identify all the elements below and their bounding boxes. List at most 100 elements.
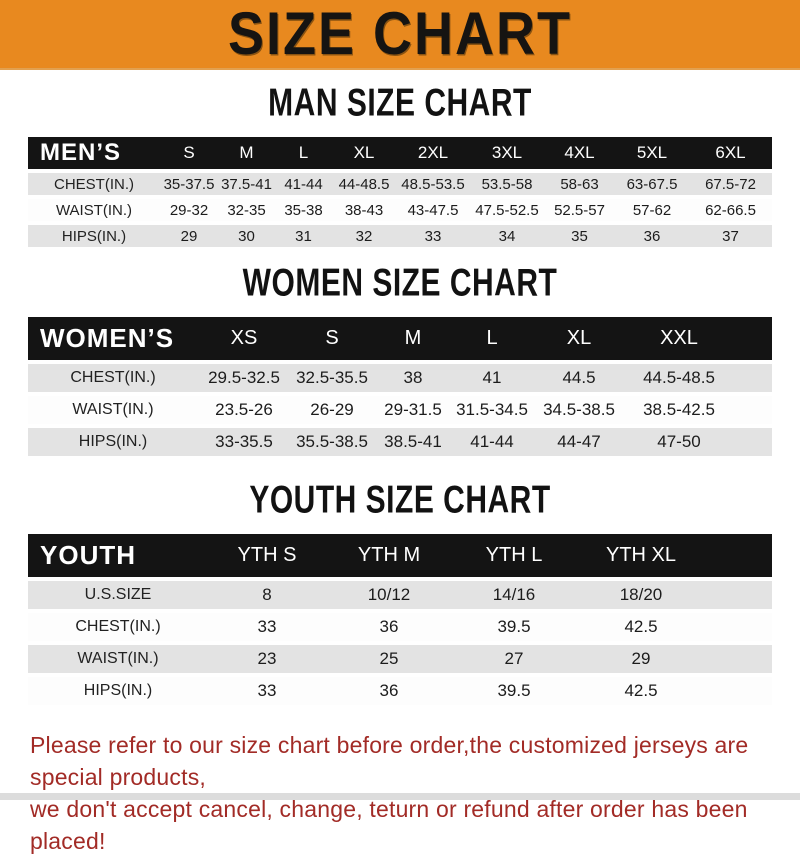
size-cell: 67.5-72 [689,173,772,195]
size-cell: 44-47 [532,428,626,456]
size-cell: 38.5-41 [374,428,452,456]
women-header-row: WOMEN’S XS S M L XL XXL [28,317,772,360]
youth-size-table: YOUTH YTH S YTH M YTH L YTH XL U.S.SIZE 8 10/12… [28,530,772,709]
size-cell: 34.5-38.5 [532,396,626,424]
row-label: U.S.SIZE [28,581,208,609]
cell-filler [732,364,772,392]
size-cell: 37 [689,225,772,247]
size-cell: 38 [374,364,452,392]
table-row: WAIST(IN.) 23.5-26 26-29 29-31.5 31.5-34.5 34… [28,396,772,424]
row-label: HIPS(IN.) [28,677,208,705]
size-cell: 14/16 [452,581,576,609]
table-row: WAIST(IN.) 29-32 32-35 35-38 38-43 43-47.5 47.… [28,199,772,221]
row-label: WAIST(IN.) [28,396,198,424]
size-cell: 32 [332,225,396,247]
size-cell: 29.5-32.5 [198,364,290,392]
women-section-title: WOMEN SIZE CHART [242,261,558,305]
men-group-label: MEN’S [28,137,160,169]
column-header: YTH S [208,534,326,577]
banner: SIZE CHART [0,0,800,70]
size-cell: 39.5 [452,613,576,641]
size-cell: 35-38 [275,199,332,221]
row-label: HIPS(IN.) [28,225,160,247]
cell-filler [706,581,772,609]
cell-filler [732,428,772,456]
size-cell: 26-29 [290,396,374,424]
notice-line1: Please refer to our size chart before or… [30,732,749,790]
size-cell: 62-66.5 [689,199,772,221]
size-cell: 10/12 [326,581,452,609]
header-filler [706,534,772,577]
table-row: CHEST(IN.) 29.5-32.5 32.5-35.5 38 41 44.5 44.5… [28,364,772,392]
table-row: HIPS(IN.) 33-35.5 35.5-38.5 38.5-41 41-44 44-… [28,428,772,456]
size-cell: 52.5-57 [544,199,615,221]
size-cell: 57-62 [615,199,689,221]
cell-filler [706,645,772,673]
cell-filler [706,677,772,705]
size-cell: 38.5-42.5 [626,396,732,424]
column-header: M [218,137,275,169]
men-size-section: MAN SIZE CHART MEN’S S M L XL 2XL 3XL 4XL 5XL 6XL… [0,81,800,251]
size-cell: 38-43 [332,199,396,221]
size-cell: 33 [208,613,326,641]
size-cell: 36 [615,225,689,247]
column-header: YTH L [452,534,576,577]
size-cell: 41-44 [452,428,532,456]
column-header: 3XL [470,137,544,169]
bottom-strip [0,793,800,800]
row-label: CHEST(IN.) [28,364,198,392]
size-cell: 29-32 [160,199,218,221]
table-row: CHEST(IN.) 33 36 39.5 42.5 [28,613,772,641]
column-header: XS [198,317,290,360]
table-row: U.S.SIZE 8 10/12 14/16 18/20 [28,581,772,609]
column-header: 6XL [689,137,772,169]
size-cell: 35 [544,225,615,247]
column-header: 4XL [544,137,615,169]
size-cell: 31 [275,225,332,247]
size-cell: 48.5-53.5 [396,173,470,195]
column-header: M [374,317,452,360]
table-row: CHEST(IN.) 35-37.5 37.5-41 41-44 44-48.5 48.5… [28,173,772,195]
size-cell: 23.5-26 [198,396,290,424]
column-header: S [160,137,218,169]
size-cell: 44.5 [532,364,626,392]
row-label: CHEST(IN.) [28,173,160,195]
size-cell: 30 [218,225,275,247]
size-cell: 33-35.5 [198,428,290,456]
size-cell: 37.5-41 [218,173,275,195]
size-cell: 18/20 [576,581,706,609]
size-cell: 31.5-34.5 [452,396,532,424]
column-header: YTH M [326,534,452,577]
column-header: XL [532,317,626,360]
size-cell: 27 [452,645,576,673]
banner-title: SIZE CHART [228,0,572,68]
size-cell: 39.5 [452,677,576,705]
size-cell: 29 [160,225,218,247]
cell-filler [706,613,772,641]
size-cell: 29-31.5 [374,396,452,424]
size-cell: 29 [576,645,706,673]
column-header: S [290,317,374,360]
column-header: L [275,137,332,169]
women-size-table: WOMEN’S XS S M L XL XXL CHEST(IN.) 29.5-32.5 32.5… [28,313,772,460]
men-header-row: MEN’S S M L XL 2XL 3XL 4XL 5XL 6XL [28,137,772,169]
size-cell: 41-44 [275,173,332,195]
size-cell: 41 [452,364,532,392]
notice-line2: we don't accept cancel, change, teturn o… [30,796,748,854]
size-cell: 35-37.5 [160,173,218,195]
men-section-title: MAN SIZE CHART [268,81,532,125]
size-cell: 23 [208,645,326,673]
women-group-label: WOMEN’S [28,317,198,360]
header-filler [732,317,772,360]
size-cell: 63-67.5 [615,173,689,195]
youth-size-section: YOUTH SIZE CHART YOUTH YTH S YTH M YTH L YTH… [0,479,800,709]
row-label: WAIST(IN.) [28,199,160,221]
size-cell: 42.5 [576,613,706,641]
size-cell: 34 [470,225,544,247]
men-size-table: MEN’S S M L XL 2XL 3XL 4XL 5XL 6XL CHEST(IN.) 35-37… [28,133,772,251]
column-header: 5XL [615,137,689,169]
table-row: HIPS(IN.) 29 30 31 32 33 34 35 36 37 [28,225,772,247]
column-header: YTH XL [576,534,706,577]
size-cell: 36 [326,613,452,641]
